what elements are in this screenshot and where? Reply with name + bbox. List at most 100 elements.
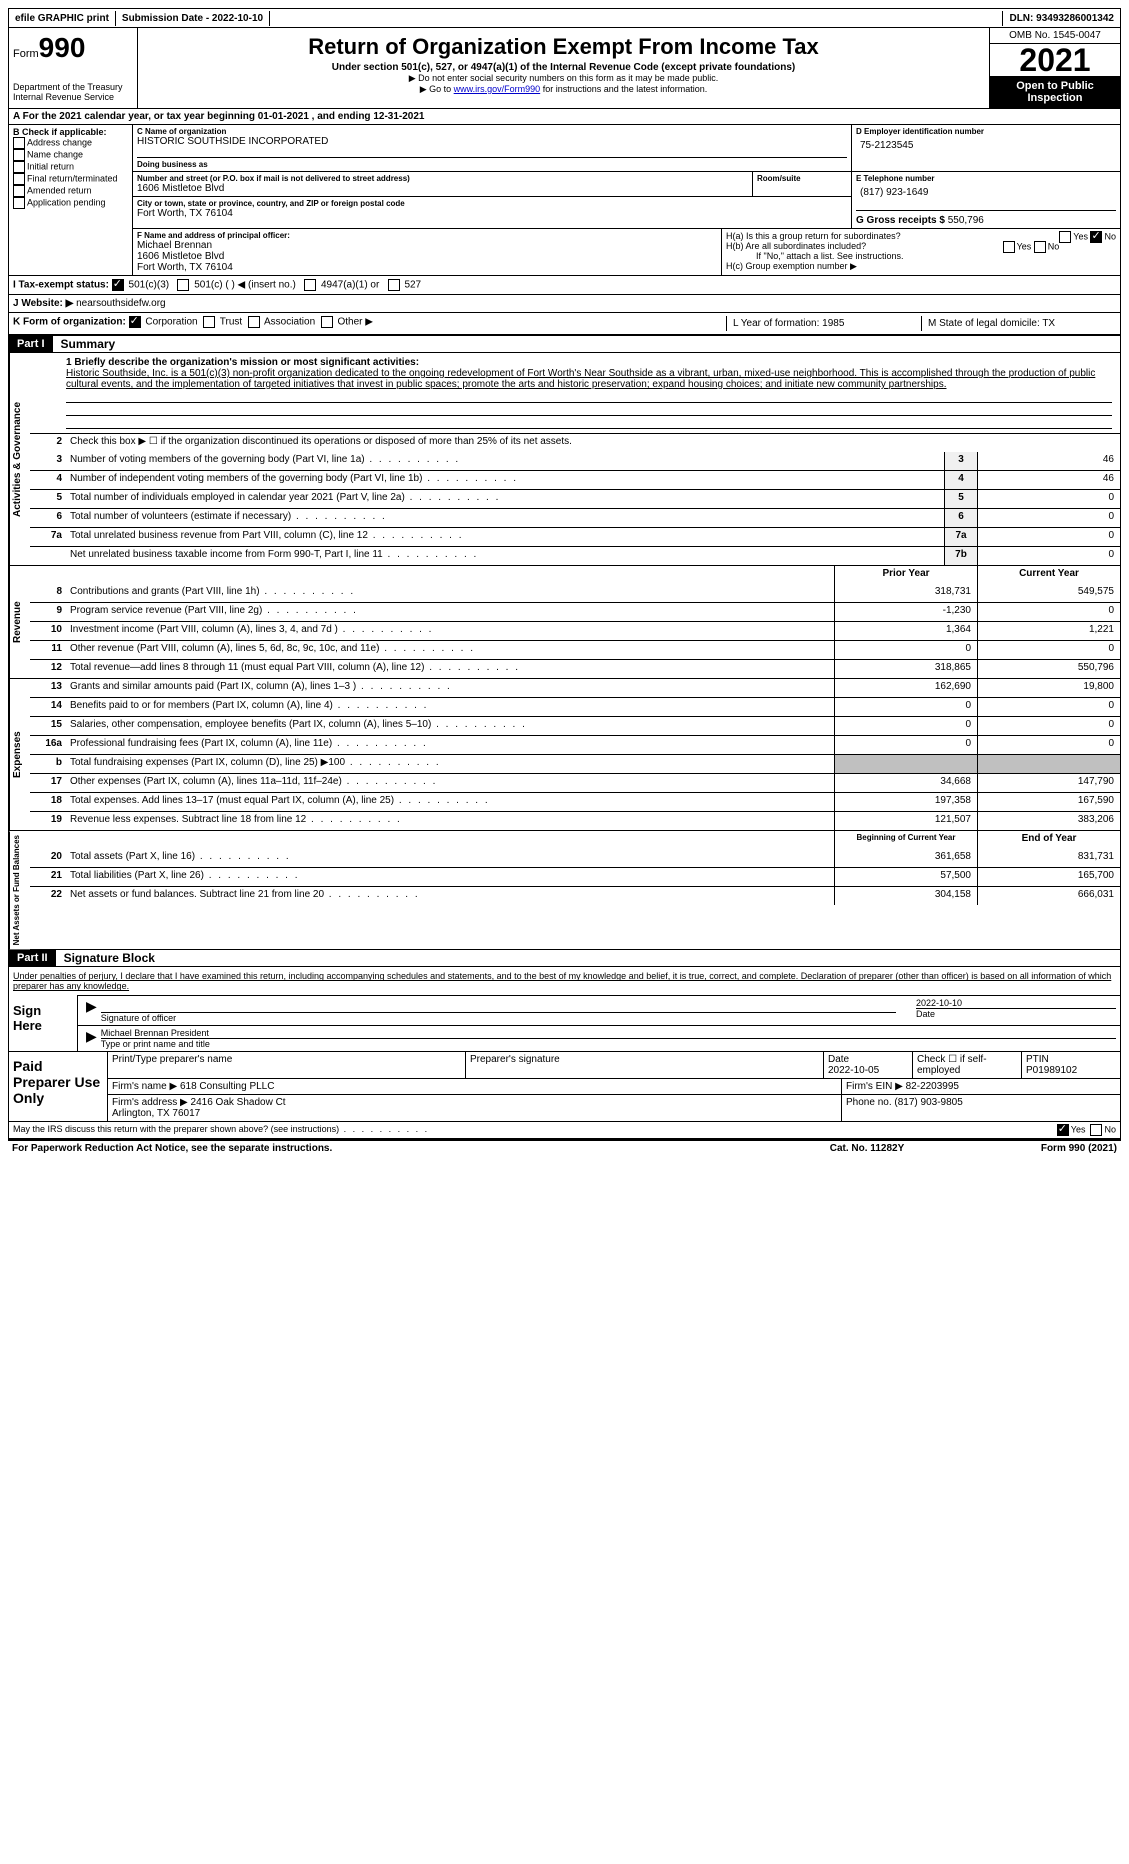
exp-content: 13Grants and similar amounts paid (Part …: [30, 679, 1120, 830]
cb-other[interactable]: [321, 316, 333, 328]
dept-treasury: Department of the Treasury Internal Reve…: [13, 82, 133, 102]
end-year-head: End of Year: [977, 831, 1120, 849]
l-year: L Year of formation: 1985: [726, 316, 921, 331]
c-name-label: C Name of organization: [137, 127, 847, 136]
box-h: H(a) Is this a group return for subordin…: [722, 229, 1120, 275]
addr-block: Number and street (or P.O. box if mail i…: [133, 172, 852, 228]
perjury-text: Under penalties of perjury, I declare th…: [9, 967, 1120, 995]
form-label: Form: [13, 48, 39, 60]
sig-name-row: ▶ Michael Brennan President Type or prin…: [78, 1025, 1120, 1051]
form-header: Form990 Department of the Treasury Inter…: [8, 28, 1121, 109]
cb-initial[interactable]: Initial return: [13, 161, 128, 173]
box-d: D Employer identification number 75-2123…: [852, 125, 1120, 171]
preparer-block: Paid Preparer Use Only Print/Type prepar…: [8, 1052, 1121, 1122]
vert-net: Net Assets or Fund Balances: [9, 831, 30, 949]
cb-501c3[interactable]: [112, 279, 124, 291]
irs-pre: ▶ Go to: [420, 84, 454, 94]
opt-527: 527: [404, 280, 421, 291]
data-row: 20Total assets (Part X, line 16)361,6588…: [30, 849, 1120, 867]
cb-amended[interactable]: Amended return: [13, 185, 128, 197]
street-value: 1606 Mistletoe Blvd: [137, 183, 748, 194]
arrow-icon: ▶: [82, 1028, 101, 1049]
b-label: B Check if applicable:: [13, 127, 128, 137]
opt-assoc: Association: [264, 317, 315, 328]
m-state: M State of legal domicile: TX: [921, 316, 1116, 331]
governance-section: Activities & Governance 1 Briefly descri…: [8, 353, 1121, 566]
opt-other: Other ▶: [337, 317, 372, 328]
row-i: I Tax-exempt status: 501(c)(3) 501(c) ( …: [9, 275, 1120, 294]
cb-4947[interactable]: [304, 279, 316, 291]
discuss-row: May the IRS discuss this return with the…: [8, 1122, 1121, 1139]
efile-label[interactable]: efile GRAPHIC print: [9, 11, 116, 26]
data-row: 18Total expenses. Add lines 13–17 (must …: [30, 792, 1120, 811]
cb-assoc[interactable]: [248, 316, 260, 328]
gov-content: 1 Briefly describe the organization's mi…: [30, 353, 1120, 565]
gov-row: 6Total number of volunteers (estimate if…: [30, 508, 1120, 527]
hc-row: H(c) Group exemption number ▶: [726, 261, 1116, 272]
prep-label: Paid Preparer Use Only: [9, 1052, 107, 1121]
top-bar: efile GRAPHIC print Submission Date - 20…: [8, 8, 1121, 28]
gov-row: 3Number of voting members of the governi…: [30, 452, 1120, 470]
net-section: Net Assets or Fund Balances Beginning of…: [8, 831, 1121, 950]
city-label: City or town, state or province, country…: [137, 199, 847, 208]
cb-name-label: Name change: [27, 149, 83, 159]
cb-name[interactable]: Name change: [13, 149, 128, 161]
box-b: B Check if applicable: Address change Na…: [9, 125, 133, 275]
gov-row: 7aTotal unrelated business revenue from …: [30, 527, 1120, 546]
form-title: Return of Organization Exempt From Incom…: [142, 34, 985, 60]
officer-addr2: Fort Worth, TX 76104: [137, 262, 717, 273]
dln: DLN: 93493286001342: [1002, 11, 1120, 26]
officer-name: Michael Brennan: [137, 240, 717, 251]
data-row: 11Other revenue (Part VIII, column (A), …: [30, 640, 1120, 659]
data-row: 10Investment income (Part VIII, column (…: [30, 621, 1120, 640]
cb-address[interactable]: Address change: [13, 137, 128, 149]
cb-527[interactable]: [388, 279, 400, 291]
form-footer: Form 990 (2021): [967, 1143, 1117, 1154]
data-row: 22Net assets or fund balances. Subtract …: [30, 886, 1120, 905]
gov-row: Net unrelated business taxable income fr…: [30, 546, 1120, 565]
cd-top: C Name of organization HISTORIC SOUTHSID…: [133, 125, 1120, 172]
prep-self-emp: Check ☐ if self-employed: [913, 1052, 1022, 1078]
ssn-warning: ▶ Do not enter social security numbers o…: [142, 73, 985, 84]
cb-corp[interactable]: [129, 316, 141, 328]
vert-revenue: Revenue: [9, 566, 30, 678]
data-row: 15Salaries, other compensation, employee…: [30, 716, 1120, 735]
sig-officer-row: ▶ Signature of officer 2022-10-10 Date: [78, 995, 1120, 1025]
header-center: Return of Organization Exempt From Incom…: [138, 28, 989, 108]
d-label: D Employer identification number: [856, 127, 1116, 136]
main-grid: B Check if applicable: Address change Na…: [9, 125, 1120, 275]
box-f: F Name and address of principal officer:…: [133, 229, 722, 275]
sign-here-label: Sign Here: [9, 995, 78, 1051]
prep-right: Print/Type preparer's name Preparer's si…: [107, 1052, 1120, 1121]
firm-name: Firm's name ▶ 618 Consulting PLLC: [108, 1079, 842, 1094]
prep-sig-head: Preparer's signature: [466, 1052, 824, 1078]
row-k: K Form of organization: Corporation Trus…: [9, 312, 1120, 335]
footer-final: For Paperwork Reduction Act Notice, see …: [8, 1139, 1121, 1156]
mission-label: 1 Briefly describe the organization's mi…: [66, 357, 419, 368]
street-cell: Number and street (or P.O. box if mail i…: [133, 172, 752, 196]
cb-final[interactable]: Final return/terminated: [13, 173, 128, 185]
data-row: 12Total revenue—add lines 8 through 11 (…: [30, 659, 1120, 678]
opt-501c: 501(c) ( ) ◀ (insert no.): [194, 280, 296, 291]
fg-row: F Name and address of principal officer:…: [133, 229, 1120, 275]
open-public: Open to Public Inspection: [990, 76, 1120, 108]
cb-final-label: Final return/terminated: [27, 173, 118, 183]
part1-title: Summary: [53, 337, 116, 351]
box-c-name: C Name of organization HISTORIC SOUTHSID…: [133, 125, 852, 171]
firm-ein: Firm's EIN ▶ 82-2203995: [842, 1079, 1120, 1094]
cb-pending[interactable]: Application pending: [13, 197, 128, 209]
cb-trust[interactable]: [203, 316, 215, 328]
begin-year-head: Beginning of Current Year: [834, 831, 977, 849]
opt-501c3: 501(c)(3): [129, 280, 170, 291]
row-a: A For the 2021 calendar year, or tax yea…: [9, 109, 1120, 125]
website: nearsouthsidefw.org: [76, 298, 166, 309]
g-value: 550,796: [948, 215, 984, 226]
data-row: bTotal fundraising expenses (Part IX, co…: [30, 754, 1120, 773]
prep-date: Date2022-10-05: [824, 1052, 913, 1078]
irs-link[interactable]: www.irs.gov/Form990: [454, 84, 541, 94]
cb-501c[interactable]: [177, 279, 189, 291]
mission-text: Historic Southside, Inc. is a 501(c)(3) …: [66, 368, 1095, 390]
hb-row: H(b) Are all subordinates included? Yes …: [726, 241, 1116, 251]
data-row: 16aProfessional fundraising fees (Part I…: [30, 735, 1120, 754]
prep-row-2: Firm's name ▶ 618 Consulting PLLC Firm's…: [108, 1079, 1120, 1095]
